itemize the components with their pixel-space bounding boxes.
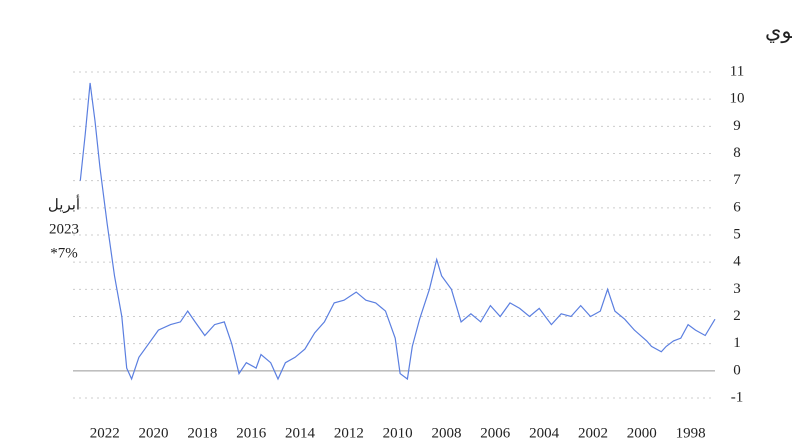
x-tick-label: 2014 — [285, 425, 316, 441]
y-tick-label: 5 — [733, 226, 741, 242]
x-tick-label: 2018 — [187, 425, 217, 441]
y-tick-label: -1 — [731, 389, 744, 405]
y-tick-label: 10 — [730, 91, 745, 107]
x-tick-label: 2012 — [334, 425, 364, 441]
chart-subtitle: التغيرات الشهرية في أسعار المستهلك، على … — [765, 16, 792, 44]
annotation: 2023 — [49, 221, 79, 237]
annotation: أبريل — [48, 194, 80, 213]
x-tick-label: 1998 — [676, 425, 706, 441]
x-tick-label: 2004 — [529, 425, 560, 441]
y-tick-label: 8 — [733, 145, 741, 161]
y-tick-label: 1 — [733, 335, 741, 351]
x-tick-label: 2000 — [627, 425, 657, 441]
y-tick-label: 2 — [733, 308, 741, 324]
x-tick-label: 2016 — [236, 425, 267, 441]
x-tick-label: 2006 — [480, 425, 511, 441]
y-tick-label: 0 — [733, 362, 741, 378]
x-tick-label: 2022 — [90, 425, 120, 441]
line — [79, 82, 716, 381]
y-tick-label: 7 — [733, 172, 741, 188]
x-tick-label: 2010 — [383, 425, 413, 441]
x-tick-label: 2008 — [431, 425, 461, 441]
annotation: *7% — [50, 245, 78, 261]
y-tick-label: 6 — [733, 199, 741, 215]
y-tick-label: 9 — [733, 118, 741, 134]
y-tick-label: 4 — [733, 254, 741, 270]
x-tick-label: 2002 — [578, 425, 608, 441]
x-tick-label: 2020 — [139, 425, 169, 441]
y-tick-label: 3 — [733, 281, 741, 297]
y-tick-label: 11 — [730, 63, 744, 79]
